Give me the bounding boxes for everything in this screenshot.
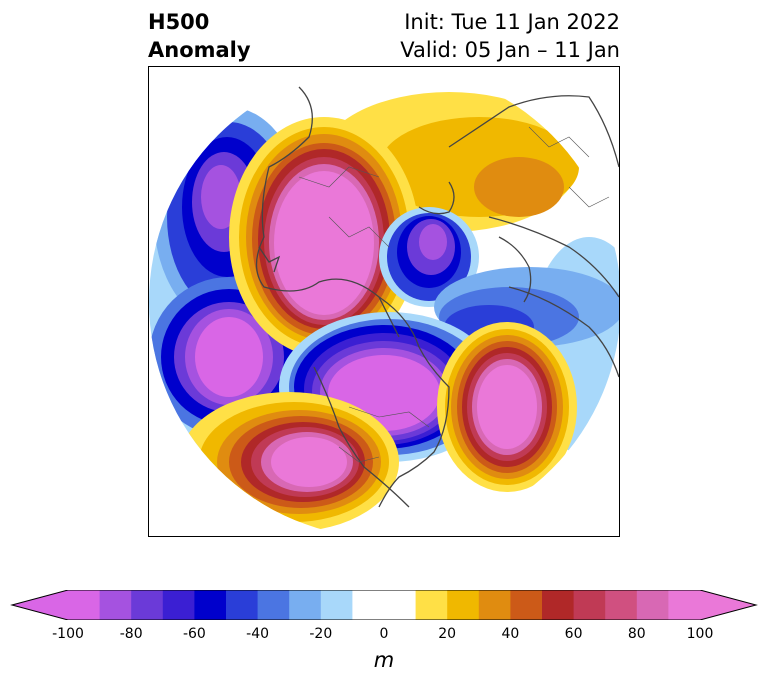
anomaly-map bbox=[148, 66, 620, 537]
colorbar-tick-label: -20 bbox=[309, 626, 333, 642]
positive-anomaly-arctic bbox=[229, 117, 419, 357]
colorbar-bin bbox=[162, 590, 195, 620]
colorbar-ticks: -100 -80 -60 -40 -20 0 20 40 60 80 100 bbox=[0, 626, 768, 646]
colorbar-bin bbox=[447, 590, 480, 620]
colorbar-tick-label: 20 bbox=[438, 626, 457, 642]
title-type: Anomaly bbox=[148, 38, 251, 62]
colorbar-tick-label: 100 bbox=[686, 626, 714, 642]
colorbar-bin bbox=[573, 590, 606, 620]
colorbar-bin bbox=[99, 590, 132, 620]
colorbar-extend-min bbox=[12, 590, 68, 620]
colorbar-tick-label: 80 bbox=[627, 626, 646, 642]
colorbar-bin bbox=[636, 590, 669, 620]
coastlines bbox=[255, 86, 619, 508]
negative-anomaly-northeast bbox=[379, 207, 479, 307]
positive-anomaly-southwest bbox=[179, 392, 399, 532]
colorbar bbox=[10, 590, 758, 620]
title-variable: H500 bbox=[148, 10, 210, 34]
colorbar-units: m bbox=[373, 648, 395, 672]
colorbar-bin bbox=[194, 590, 227, 620]
chart-title-right: Init: Tue 11 Jan 2022 Valid: 05 Jan – 11… bbox=[400, 8, 620, 64]
colorbar-outline bbox=[10, 590, 758, 620]
colorbar-tick-label: -60 bbox=[182, 626, 206, 642]
colorbar-bin bbox=[257, 590, 290, 620]
colorbar-tick-label: 0 bbox=[379, 626, 389, 642]
colorbar-bin bbox=[415, 590, 448, 620]
colorbar-bin bbox=[510, 590, 543, 620]
colorbar-bin bbox=[352, 590, 385, 620]
colorbar-bin bbox=[542, 590, 575, 620]
colorbar-tick-label: -40 bbox=[246, 626, 270, 642]
colorbar-bin bbox=[289, 590, 322, 620]
colorbar-bin bbox=[320, 590, 353, 620]
colorbar-tick-label: -80 bbox=[119, 626, 143, 642]
init-time: Init: Tue 11 Jan 2022 bbox=[404, 10, 620, 34]
colorbar-bin bbox=[384, 590, 417, 620]
colorbar-bin bbox=[226, 590, 259, 620]
colorbar-bin bbox=[68, 590, 101, 620]
anomaly-field bbox=[149, 92, 619, 532]
map-svg bbox=[149, 86, 619, 532]
chart-title-left: H500 Anomaly bbox=[148, 8, 251, 64]
colorbar-tick-label: 60 bbox=[564, 626, 583, 642]
positive-anomaly-atlantic bbox=[437, 322, 577, 492]
colorbar-extend-max bbox=[700, 590, 756, 620]
colorbar-tick-label: 40 bbox=[501, 626, 520, 642]
colorbar-bin bbox=[668, 590, 701, 620]
political-borders bbox=[298, 126, 610, 463]
colorbar-bin bbox=[478, 590, 511, 620]
colorbar-tick-label: -100 bbox=[52, 626, 84, 642]
colorbar-bin bbox=[605, 590, 638, 620]
valid-range: Valid: 05 Jan – 11 Jan bbox=[400, 38, 620, 62]
colorbar-bin bbox=[131, 590, 164, 620]
